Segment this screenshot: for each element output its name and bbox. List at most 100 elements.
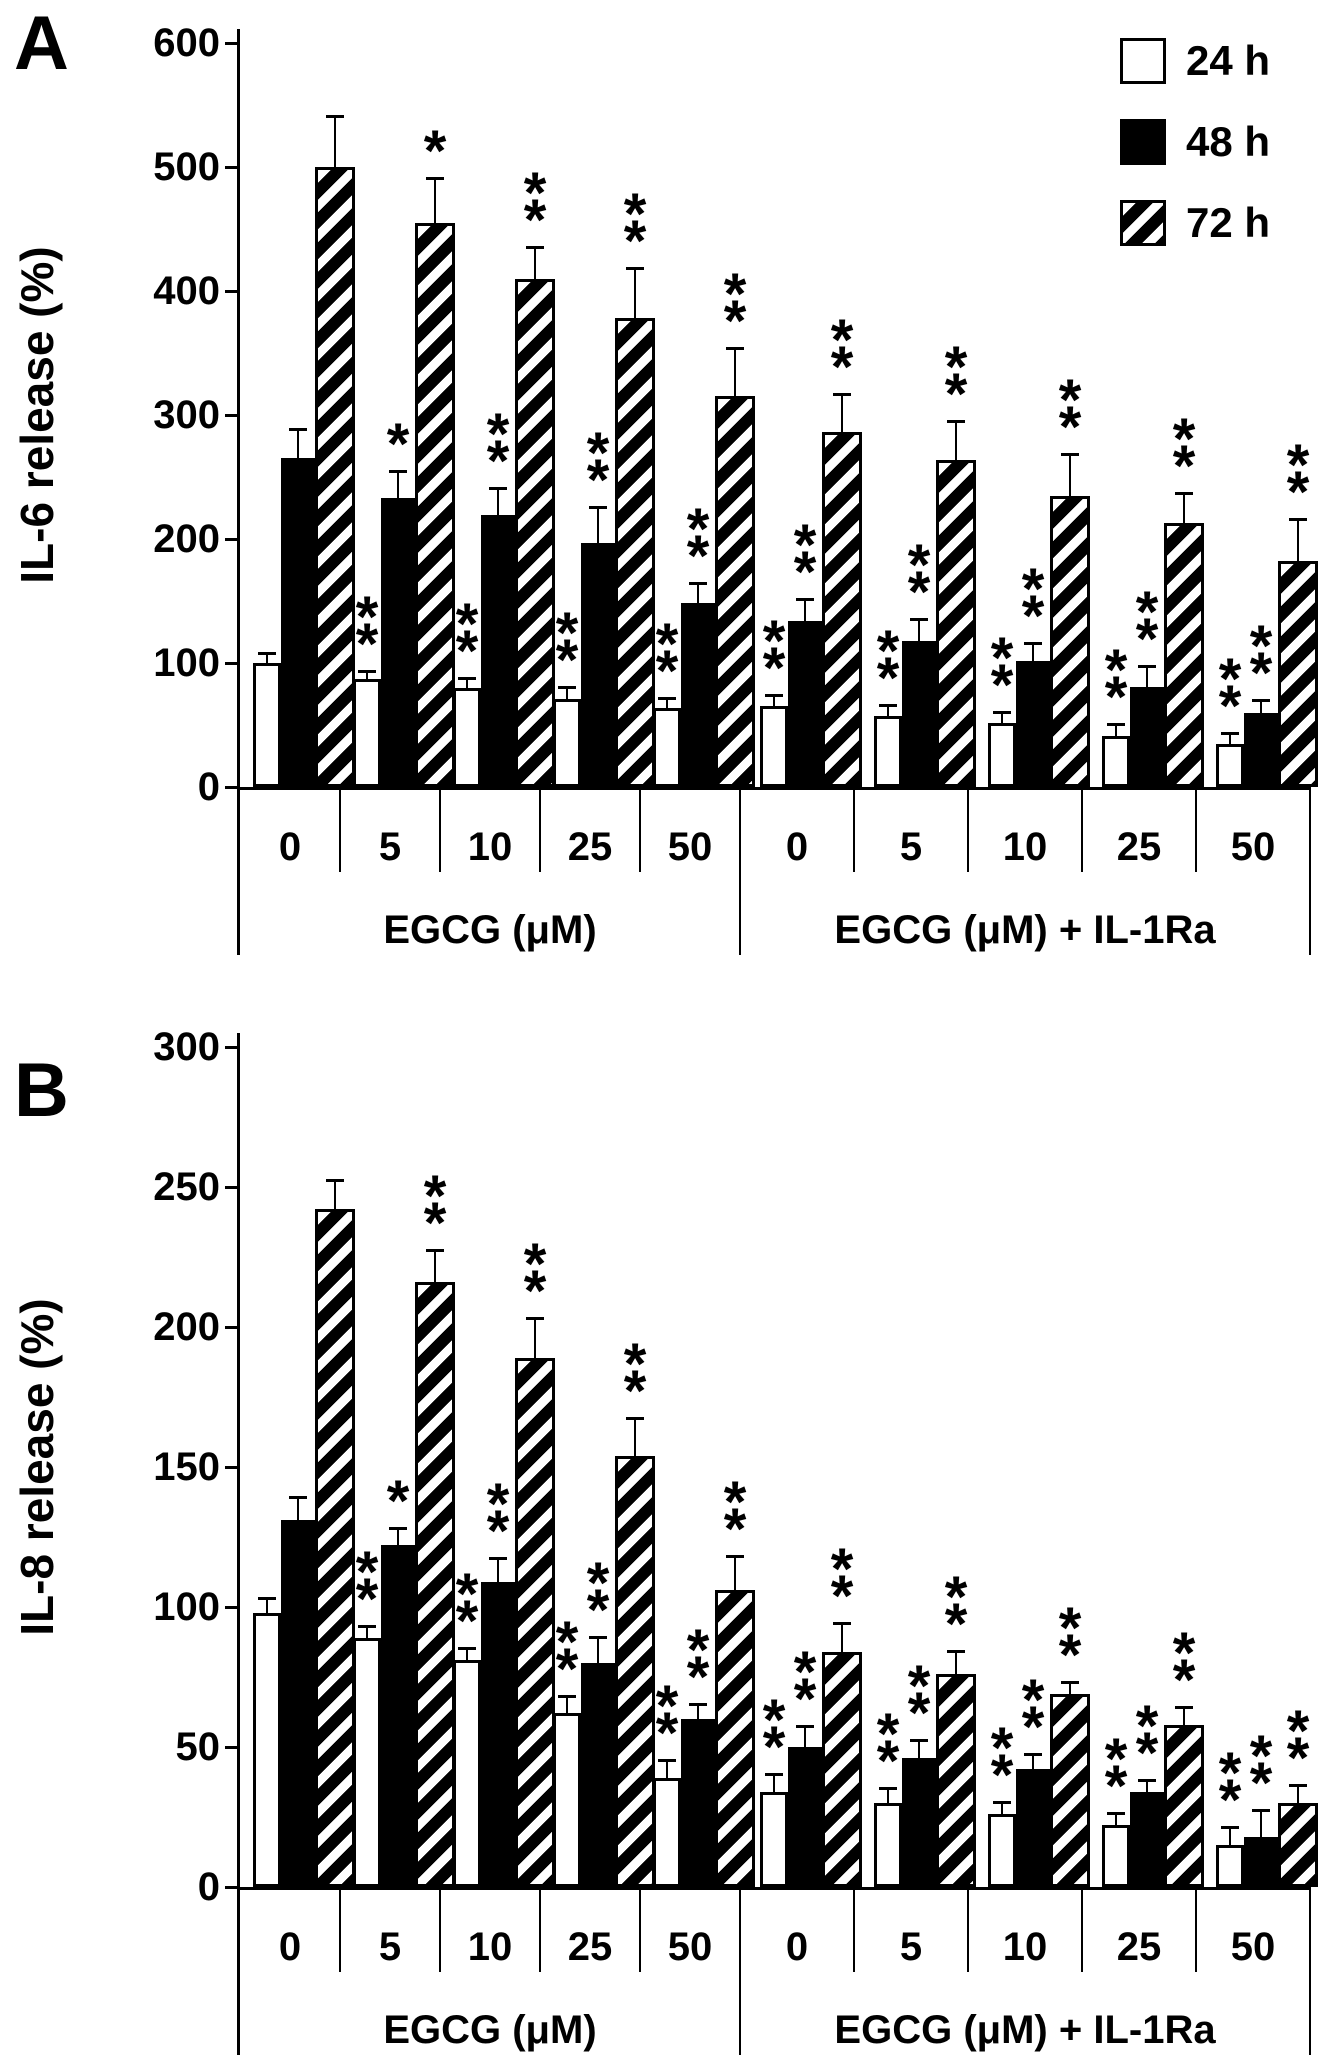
error-bar-cap — [1221, 731, 1239, 735]
error-bar-cap — [1289, 518, 1307, 522]
y-tick — [225, 1606, 237, 1609]
group-split-line — [739, 1887, 741, 2055]
error-bar-cap — [358, 1624, 376, 1628]
error-bar-cap — [1252, 699, 1270, 703]
error-bar-cap — [489, 487, 507, 491]
significance-marker: * * — [1105, 642, 1128, 727]
asterisk: * — [1286, 460, 1310, 526]
error-bar-cap — [1175, 492, 1193, 496]
bar-48h — [281, 1520, 315, 1887]
error-bar-stem — [566, 687, 568, 699]
y-axis-title: IL-8 release (%) — [11, 1298, 63, 1636]
error-bar-cap — [289, 1495, 307, 1499]
error-bar-stem — [697, 1705, 699, 1719]
category-label: 5 — [899, 1925, 923, 1969]
y-axis — [237, 1033, 240, 1887]
significance-marker: * * — [487, 406, 510, 491]
error-bar-cap — [1024, 1753, 1042, 1757]
legend-item: 72 h — [1096, 200, 1322, 246]
error-bar-stem — [1115, 1814, 1117, 1826]
asterisk: * — [523, 1258, 547, 1324]
category-divider — [1081, 1887, 1083, 1972]
significance-marker: * * — [556, 604, 579, 689]
error-bar-stem — [297, 429, 299, 459]
bar-24h — [553, 698, 581, 787]
y-axis — [237, 29, 240, 787]
significance-marker: * * — [624, 185, 647, 270]
y-tick — [225, 1326, 237, 1329]
significance-marker: * * — [794, 516, 817, 601]
error-bar-stem — [773, 1775, 775, 1792]
asterisk: * — [655, 1701, 679, 1766]
asterisk: * — [944, 1591, 968, 1657]
error-bar-cap — [558, 1694, 576, 1698]
significance-marker: * * — [1250, 1728, 1273, 1813]
asterisk: * — [876, 1729, 900, 1794]
asterisk: * — [655, 638, 679, 704]
panel-letter: B — [14, 1048, 69, 1133]
bar-72h — [615, 318, 655, 787]
x-axis — [237, 1887, 1310, 1890]
bar-72h — [515, 278, 555, 787]
category-label: 25 — [1116, 825, 1162, 869]
bar-24h — [760, 1791, 788, 1887]
error-bar-stem — [734, 1556, 736, 1591]
significance-marker: * * — [456, 596, 479, 681]
error-bar-stem — [1146, 666, 1148, 687]
error-bar-cap — [358, 669, 376, 673]
error-bar-stem — [841, 395, 843, 433]
category-divider — [853, 787, 855, 872]
bar-72h — [936, 459, 976, 787]
error-bar-stem — [597, 508, 599, 543]
bar-24h — [553, 1713, 581, 1887]
significance-marker: * * — [1173, 411, 1196, 496]
significance-marker: * * — [655, 615, 679, 704]
y-tick-label: 0 — [197, 1865, 220, 1909]
error-bar-stem — [366, 671, 368, 680]
significance-marker: * * — [944, 1568, 968, 1657]
asterisk: * — [876, 646, 900, 712]
error-bar-stem — [1183, 494, 1185, 523]
bar-48h — [1244, 712, 1278, 787]
y-tick-label: 100 — [153, 641, 220, 685]
error-bar-cap — [1289, 1784, 1307, 1788]
bar-72h — [822, 432, 862, 787]
error-bar-cap — [689, 1703, 707, 1706]
error-bar-cap — [796, 597, 814, 601]
asterisk: * — [1286, 1726, 1310, 1792]
category-divider — [967, 787, 969, 872]
significance-marker: * * — [908, 1658, 931, 1743]
asterisk: * — [486, 1499, 510, 1565]
error-bar-cap — [589, 506, 607, 509]
bar-24h — [1216, 1845, 1244, 1887]
significance-marker: * * — [1022, 1672, 1045, 1757]
error-bar-cap — [947, 420, 965, 424]
category-divider — [853, 1887, 855, 1972]
asterisk: * — [523, 187, 547, 253]
legend-label: 48 h — [1186, 118, 1271, 165]
error-bar-cap — [258, 1596, 276, 1600]
significance-marker: * * — [1286, 1703, 1310, 1792]
y-tick-label: 200 — [153, 1305, 220, 1349]
significance-marker: * — [424, 123, 447, 181]
y-tick — [225, 786, 237, 789]
category-divider — [639, 787, 641, 872]
bar-48h — [902, 640, 936, 787]
y-tick — [225, 1466, 237, 1469]
y-tick — [225, 42, 237, 45]
category-label: 50 — [667, 825, 713, 869]
significance-marker: * * — [587, 425, 610, 510]
asterisk: * — [1218, 673, 1242, 739]
asterisk: * — [355, 611, 379, 677]
y-tick-label: 300 — [153, 1025, 220, 1069]
category-label: 10 — [467, 1925, 513, 1969]
significance-marker: * * — [991, 629, 1014, 714]
bar-72h — [315, 167, 355, 787]
error-bar-cap — [1138, 1778, 1156, 1782]
bar-24h — [453, 687, 481, 787]
asterisk: * — [990, 1743, 1014, 1808]
error-bar-stem — [734, 349, 736, 397]
error-bar-stem — [773, 696, 775, 707]
category-label: 50 — [1230, 1925, 1276, 1969]
